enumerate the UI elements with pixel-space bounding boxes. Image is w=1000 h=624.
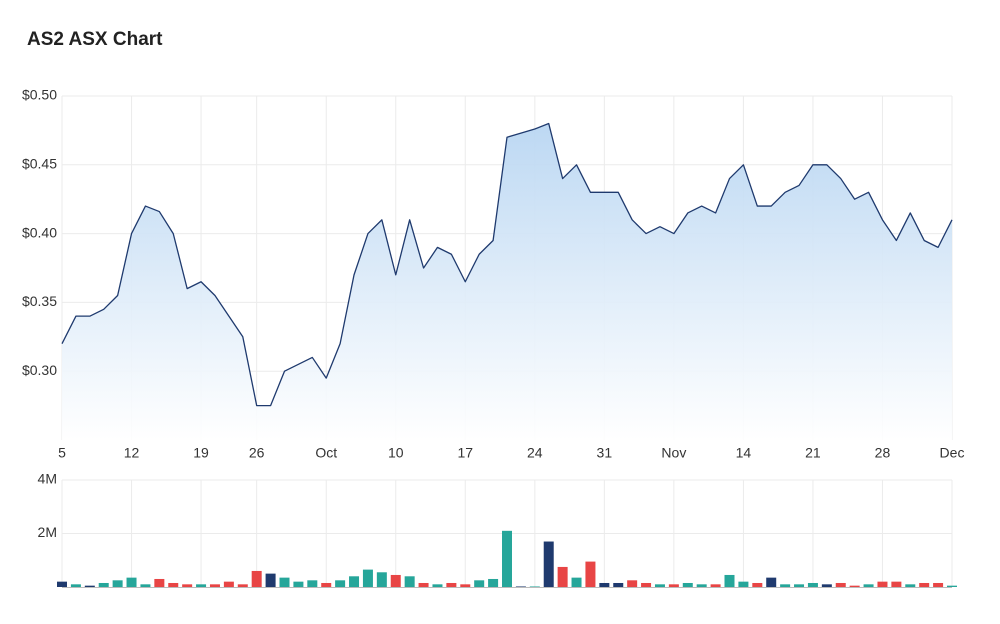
volume-bar — [112, 580, 123, 587]
volume-bar — [349, 576, 360, 587]
volume-bar — [627, 580, 638, 587]
volume-bar — [543, 541, 554, 587]
x-tick-label: 31 — [597, 445, 613, 461]
volume-bar — [418, 582, 429, 587]
volume-bar — [251, 570, 262, 587]
volume-bar — [877, 581, 888, 587]
x-tick-label: Oct — [315, 445, 337, 461]
volume-bar — [821, 584, 832, 587]
y-tick-label: $0.45 — [22, 156, 57, 172]
x-tick-label: 28 — [875, 445, 891, 461]
volume-bar — [209, 584, 220, 587]
volume-bar — [863, 584, 874, 587]
x-tick-label: 14 — [736, 445, 752, 461]
volume-bar — [599, 582, 610, 587]
volume-bar — [571, 577, 582, 587]
volume-bar — [293, 581, 304, 587]
volume-bar — [947, 585, 957, 587]
volume-bar — [919, 582, 930, 587]
volume-bar — [265, 573, 276, 587]
volume-bar — [223, 581, 234, 587]
volume-bar — [766, 577, 777, 587]
y-tick-label: $0.30 — [22, 362, 57, 378]
volume-bar — [585, 561, 596, 587]
volume-bar — [807, 582, 818, 587]
volume-bar — [307, 580, 318, 587]
volume-bar — [794, 584, 805, 587]
volume-bar — [57, 581, 67, 587]
volume-bar — [502, 530, 512, 587]
x-tick-label: 19 — [193, 445, 209, 461]
chart-title: AS2 ASX Chart — [27, 29, 163, 50]
volume-bar — [126, 577, 137, 587]
x-tick-label: 12 — [124, 445, 140, 461]
volume-bar — [98, 582, 109, 587]
volume-bar — [752, 582, 763, 587]
volume-bar — [154, 578, 165, 587]
volume-bar — [362, 569, 373, 587]
y-tick-label: $0.35 — [22, 293, 57, 309]
price-area — [62, 123, 952, 441]
volume-bar — [432, 584, 443, 587]
y-tick-label: 4M — [38, 471, 57, 487]
volume-bar — [376, 572, 387, 587]
x-tick-label: 21 — [805, 445, 821, 461]
volume-bar — [488, 578, 499, 587]
volume-bar — [891, 581, 902, 587]
volume-bar — [140, 584, 151, 587]
x-tick-label: 24 — [527, 445, 543, 461]
volume-bar — [668, 584, 679, 587]
y-tick-label: $0.50 — [22, 87, 57, 103]
volume-bar — [557, 566, 568, 587]
x-tick-label: 10 — [388, 445, 404, 461]
volume-bar — [84, 585, 95, 587]
x-tick-label: Dec — [940, 445, 965, 461]
y-tick-label: 2M — [38, 524, 57, 540]
volume-bar — [710, 584, 721, 587]
volume-bar — [780, 584, 791, 587]
volume-bar — [849, 585, 860, 587]
volume-bar — [446, 582, 457, 587]
volume-bar — [168, 582, 179, 587]
volume-bar — [641, 582, 652, 587]
volume-bar — [237, 584, 248, 587]
x-tick-label: Nov — [661, 445, 686, 461]
volume-bar — [933, 582, 944, 587]
volume-bar — [460, 584, 471, 587]
y-tick-label: $0.40 — [22, 224, 57, 240]
volume-bar — [724, 574, 735, 587]
volume-bar — [196, 584, 207, 587]
volume-bar — [905, 584, 916, 587]
volume-bar — [70, 584, 81, 587]
volume-bar — [335, 580, 346, 587]
volume-bar — [696, 584, 707, 587]
volume-bar — [515, 586, 526, 587]
volume-bar — [682, 582, 693, 587]
volume-bar — [279, 577, 290, 587]
volume-bar — [321, 582, 332, 587]
volume-bar — [474, 580, 485, 587]
x-tick-label: 26 — [249, 445, 265, 461]
volume-bar — [738, 581, 749, 587]
volume-bar — [182, 584, 193, 587]
volume-bar — [390, 574, 401, 587]
volume-bar — [529, 586, 540, 587]
x-tick-label: 17 — [457, 445, 473, 461]
volume-bar — [835, 582, 846, 587]
volume-bar — [404, 576, 415, 587]
volume-bar — [613, 582, 624, 587]
price-line — [61, 122, 953, 407]
x-tick-label: 5 — [58, 445, 66, 461]
volume-bar — [654, 584, 665, 587]
